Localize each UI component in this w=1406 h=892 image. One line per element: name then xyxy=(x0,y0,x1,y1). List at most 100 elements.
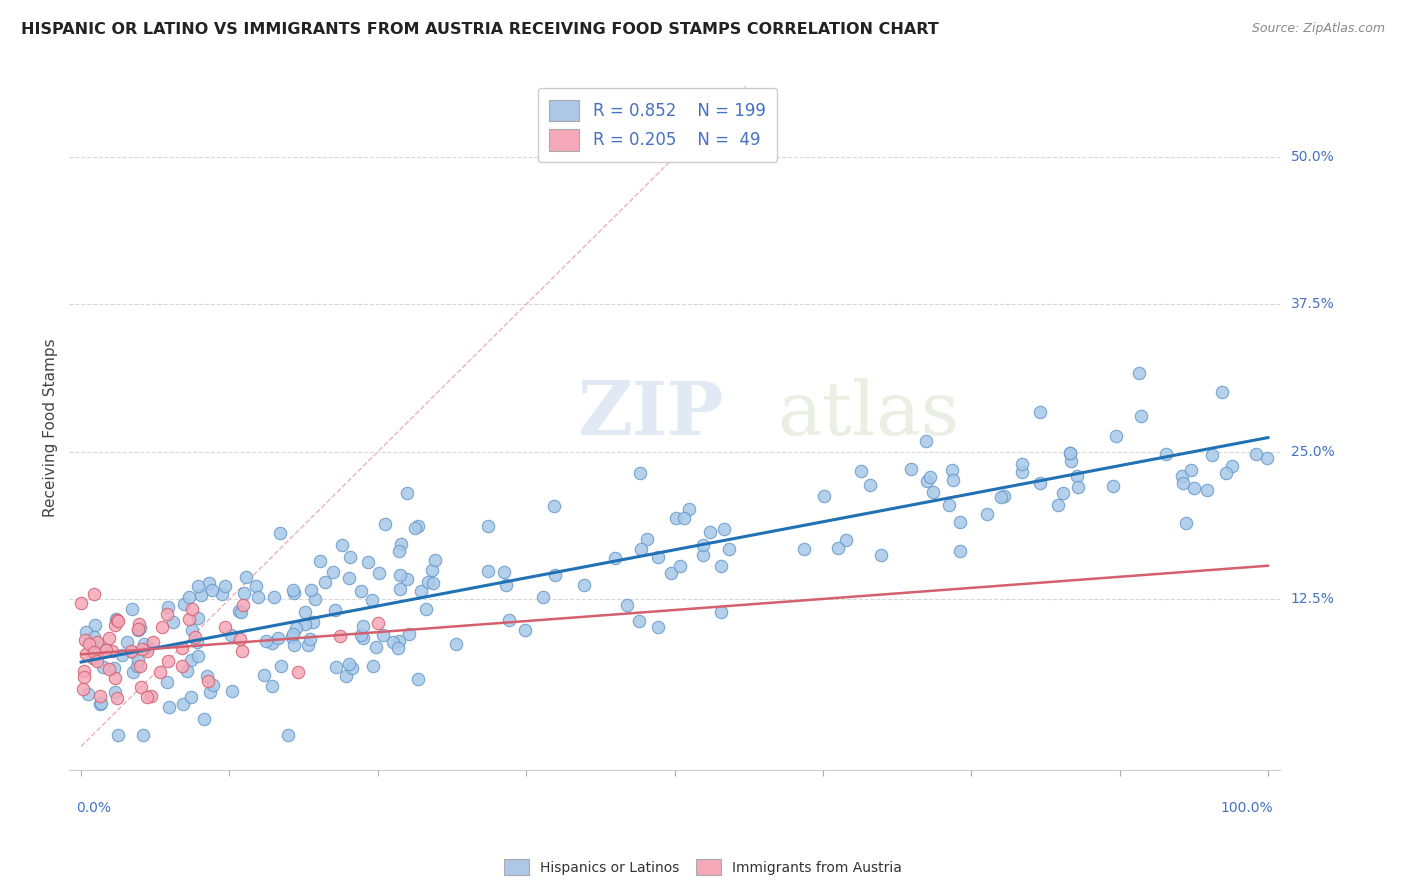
Point xyxy=(669,559,692,574)
Point xyxy=(340,661,363,675)
Point xyxy=(859,478,882,492)
Point xyxy=(665,511,688,525)
Point xyxy=(1052,486,1074,500)
Point xyxy=(139,689,162,703)
Point xyxy=(1046,498,1069,512)
Point xyxy=(335,669,357,683)
Point xyxy=(187,611,209,625)
Point xyxy=(329,629,352,643)
Point xyxy=(122,665,145,679)
Point xyxy=(75,647,97,661)
Point xyxy=(420,563,443,577)
Point xyxy=(627,615,650,629)
Text: atlas: atlas xyxy=(778,378,959,451)
Point xyxy=(543,499,565,513)
Point xyxy=(325,660,347,674)
Point xyxy=(350,583,373,598)
Point xyxy=(117,635,139,649)
Point xyxy=(149,665,172,679)
Point xyxy=(127,653,149,667)
Point xyxy=(827,541,849,555)
Point xyxy=(636,532,658,546)
Point xyxy=(82,651,104,665)
Point xyxy=(156,674,179,689)
Point xyxy=(302,615,325,630)
Point xyxy=(270,658,292,673)
Point xyxy=(322,565,344,579)
Text: 50.0%: 50.0% xyxy=(1291,150,1334,164)
Point xyxy=(294,616,316,631)
Point xyxy=(1195,483,1218,497)
Point xyxy=(96,642,118,657)
Point xyxy=(267,632,290,646)
Point xyxy=(90,696,112,710)
Point xyxy=(283,626,305,640)
Point xyxy=(104,685,127,699)
Point xyxy=(337,657,360,671)
Legend: Hispanics or Latinos, Immigrants from Austria: Hispanics or Latinos, Immigrants from Au… xyxy=(498,854,908,880)
Point xyxy=(630,542,652,557)
Point xyxy=(415,601,437,615)
Point xyxy=(105,612,128,626)
Point xyxy=(105,690,128,705)
Point xyxy=(129,658,152,673)
Point xyxy=(180,653,202,667)
Point xyxy=(1244,447,1267,461)
Point xyxy=(183,630,205,644)
Point xyxy=(97,662,120,676)
Point xyxy=(180,690,202,704)
Point xyxy=(73,665,96,679)
Point xyxy=(1029,405,1052,419)
Point xyxy=(253,667,276,681)
Point xyxy=(949,544,972,558)
Point xyxy=(70,596,93,610)
Point xyxy=(197,673,219,688)
Point xyxy=(921,485,943,500)
Point xyxy=(382,634,405,648)
Point xyxy=(1128,367,1150,381)
Point xyxy=(80,636,103,650)
Point xyxy=(128,621,150,635)
Point xyxy=(915,475,938,489)
Point xyxy=(314,574,336,589)
Point xyxy=(941,463,963,477)
Point xyxy=(172,640,194,655)
Point xyxy=(97,631,120,645)
Point xyxy=(195,669,218,683)
Point xyxy=(544,568,567,582)
Point xyxy=(245,579,267,593)
Point xyxy=(132,637,155,651)
Point xyxy=(713,522,735,536)
Point xyxy=(260,679,283,693)
Point xyxy=(91,640,114,654)
Point xyxy=(531,591,554,605)
Text: HISPANIC OR LATINO VS IMMIGRANTS FROM AUSTRIA RECEIVING FOOD STAMPS CORRELATION : HISPANIC OR LATINO VS IMMIGRANTS FROM AU… xyxy=(21,22,939,37)
Point xyxy=(287,665,309,679)
Point xyxy=(179,590,201,604)
Point xyxy=(75,625,97,640)
Point xyxy=(283,582,305,597)
Point xyxy=(406,519,429,533)
Point xyxy=(219,628,242,642)
Point xyxy=(990,490,1012,504)
Point xyxy=(406,672,429,686)
Point xyxy=(83,630,105,644)
Point xyxy=(692,538,714,552)
Point xyxy=(231,644,253,658)
Point xyxy=(361,658,384,673)
Point xyxy=(231,605,253,619)
Point xyxy=(851,463,873,477)
Point xyxy=(304,592,326,607)
Point xyxy=(283,638,305,652)
Point xyxy=(1154,447,1177,461)
Point xyxy=(193,712,215,726)
Point xyxy=(918,469,941,483)
Point xyxy=(835,533,858,547)
Point xyxy=(89,697,111,711)
Point xyxy=(187,579,209,593)
Point xyxy=(494,565,516,579)
Point xyxy=(202,678,225,692)
Point xyxy=(127,622,149,636)
Point xyxy=(477,518,499,533)
Point xyxy=(156,607,179,621)
